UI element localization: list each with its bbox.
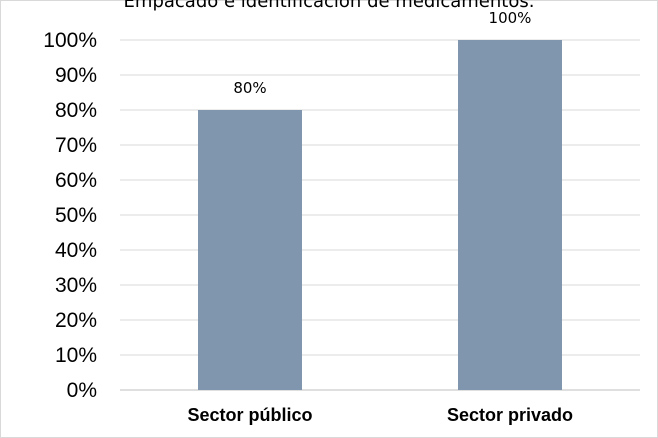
- y-tick-label: 80%: [55, 99, 97, 122]
- data-label: 80%: [233, 79, 266, 97]
- data-labels: 80% 100%: [233, 9, 531, 97]
- chart-title: Empacado e identificación de medicamento…: [123, 0, 535, 12]
- y-tick-label: 20%: [55, 309, 97, 332]
- bars: [198, 40, 562, 390]
- y-axis-ticks: 0% 10% 20% 30% 40% 50% 60% 70% 80% 90% 100%: [43, 29, 97, 402]
- y-tick-label: 100%: [43, 29, 97, 52]
- y-tick-label: 40%: [55, 239, 97, 262]
- y-tick-label: 90%: [55, 64, 97, 87]
- bar: [458, 40, 562, 390]
- y-tick-label: 60%: [55, 169, 97, 192]
- y-tick-label: 0%: [67, 379, 97, 402]
- y-tick-label: 50%: [55, 204, 97, 227]
- bar: [198, 110, 302, 390]
- y-tick-label: 30%: [55, 274, 97, 297]
- data-label: 100%: [489, 9, 532, 27]
- y-tick-label: 10%: [55, 344, 97, 367]
- x-category-label: Sector público: [187, 405, 312, 425]
- x-axis-categories: Sector público Sector privado: [187, 405, 573, 425]
- y-tick-label: 70%: [55, 134, 97, 157]
- x-category-label: Sector privado: [447, 405, 573, 425]
